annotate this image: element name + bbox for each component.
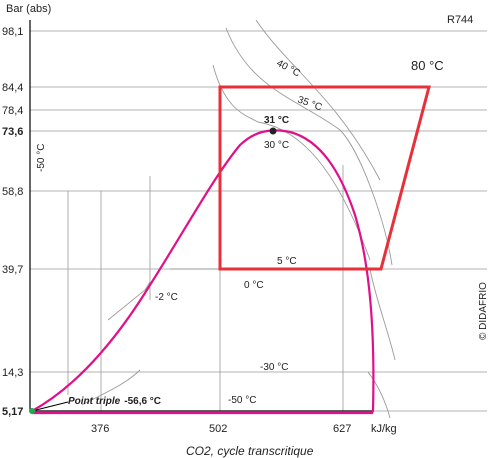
- transcritical-cycle: [218, 85, 431, 271]
- y-tick-1: 84,4: [2, 82, 23, 94]
- y-tick-2: 78,4: [2, 105, 23, 117]
- critical-point-label: 31 °C: [264, 115, 289, 126]
- y-axis-label: Bar (abs): [6, 3, 51, 15]
- x-tick-0: 376: [91, 423, 109, 435]
- isotherm-label-minus2: -2 °C: [155, 292, 178, 303]
- isotherm-30: [212, 64, 371, 261]
- y-tick-0: 98,1: [2, 26, 23, 38]
- triple-point-value: -56,6 °C: [124, 396, 161, 407]
- isotherm-label-minus50-vertical: -50 °C: [36, 144, 47, 172]
- isotherm-label-0: 0 °C: [244, 280, 264, 291]
- isotherm-0: [170, 268, 396, 361]
- x-tick-2: 627: [333, 423, 351, 435]
- triple-point-label: Point triple -56,6 °C: [68, 396, 161, 407]
- triple-point-pointer: [35, 401, 69, 411]
- isotherm-minus50-vertical: [81, 369, 141, 406]
- caption: CO2, cycle transcritique: [186, 444, 314, 458]
- triple-point-text: Point triple: [68, 396, 121, 407]
- axes: [29, 20, 372, 412]
- isotherm-label-minus50: -50 °C: [228, 395, 256, 406]
- isotherm-35: [225, 27, 393, 266]
- isotherm-label-minus30: -30 °C: [260, 362, 288, 373]
- gas-cooler-temp-label: 80 °C: [411, 58, 444, 73]
- x-tick-1: 502: [209, 423, 227, 435]
- y-tick-5: 39,7: [2, 264, 23, 276]
- y-tick-3: 73,6: [2, 126, 23, 138]
- isotherm-minus2: [107, 281, 151, 321]
- isotherms: [81, 19, 396, 419]
- x-axis-unit: kJ/kg: [371, 423, 397, 435]
- y-tick-4: 58,8: [2, 186, 23, 198]
- y-tick-6: 14,3: [2, 367, 23, 379]
- triple-point-marker: [29, 408, 35, 414]
- critical-point-marker: [269, 127, 277, 135]
- isotherm-label-40: 40 °C: [275, 58, 302, 80]
- isotherm-label-30: 30 °C: [264, 140, 289, 151]
- isotherm-minus30: [367, 371, 391, 419]
- copyright-label: © DIDAFRIO: [478, 282, 489, 340]
- refrigerant-label: R744: [447, 14, 473, 26]
- evaporation-temp-label: 5 °C: [277, 256, 297, 267]
- saturation-curve: [31, 129, 375, 415]
- isotherm-40: [255, 19, 381, 181]
- y-tick-7: 5,17: [2, 406, 23, 418]
